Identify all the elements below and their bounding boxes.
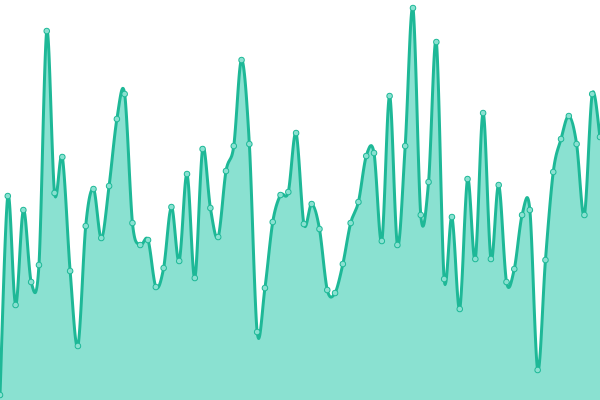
point — [495, 181, 503, 189]
point — [378, 237, 386, 245]
point — [214, 233, 222, 241]
point — [160, 264, 167, 272]
point — [596, 133, 600, 141]
point — [425, 178, 432, 186]
point — [222, 167, 230, 175]
point — [300, 220, 308, 228]
point — [97, 234, 105, 242]
point — [573, 140, 580, 148]
point — [292, 129, 300, 137]
point — [503, 278, 510, 286]
point — [394, 241, 401, 249]
point — [90, 185, 97, 193]
point — [557, 135, 565, 143]
point — [588, 90, 596, 98]
point — [487, 255, 495, 263]
point — [253, 328, 261, 336]
point — [479, 109, 487, 117]
point — [510, 265, 518, 273]
point — [4, 192, 12, 200]
point — [20, 206, 27, 214]
point — [448, 213, 456, 221]
point — [261, 284, 269, 292]
point — [27, 278, 35, 286]
point — [0, 391, 4, 399]
point — [199, 145, 206, 153]
point — [35, 261, 43, 269]
point — [168, 203, 175, 211]
point — [464, 175, 471, 183]
point — [526, 206, 534, 214]
point — [285, 188, 292, 196]
point — [331, 289, 339, 297]
point — [66, 267, 74, 275]
point — [401, 142, 409, 150]
point — [316, 225, 323, 233]
point — [362, 152, 370, 160]
point — [105, 182, 113, 190]
point — [191, 274, 199, 282]
point — [347, 219, 354, 227]
point — [518, 211, 526, 219]
point — [238, 56, 245, 64]
point — [175, 257, 183, 265]
point — [581, 211, 588, 219]
point — [565, 112, 573, 120]
point — [339, 260, 347, 268]
point — [136, 241, 144, 249]
point — [246, 140, 253, 148]
point — [409, 4, 417, 12]
point — [43, 27, 51, 35]
point — [207, 204, 214, 212]
point — [269, 218, 277, 226]
point — [355, 198, 362, 206]
point — [549, 168, 557, 176]
point — [534, 366, 541, 374]
point — [370, 149, 378, 157]
point — [277, 191, 284, 199]
point — [433, 38, 440, 46]
point — [74, 342, 82, 350]
point — [121, 90, 128, 98]
point — [51, 189, 58, 197]
point — [12, 301, 19, 309]
point — [183, 170, 191, 178]
point — [440, 275, 448, 283]
point — [82, 222, 90, 230]
point — [152, 283, 160, 291]
point — [113, 115, 121, 123]
point — [386, 92, 393, 100]
area-fill — [0, 7, 600, 400]
point — [323, 286, 331, 294]
point — [542, 256, 549, 264]
point — [308, 200, 315, 208]
point — [129, 219, 136, 227]
point — [59, 153, 66, 161]
point — [230, 142, 238, 150]
point — [456, 305, 464, 313]
point — [144, 236, 152, 244]
point — [417, 211, 425, 219]
point — [472, 255, 479, 263]
